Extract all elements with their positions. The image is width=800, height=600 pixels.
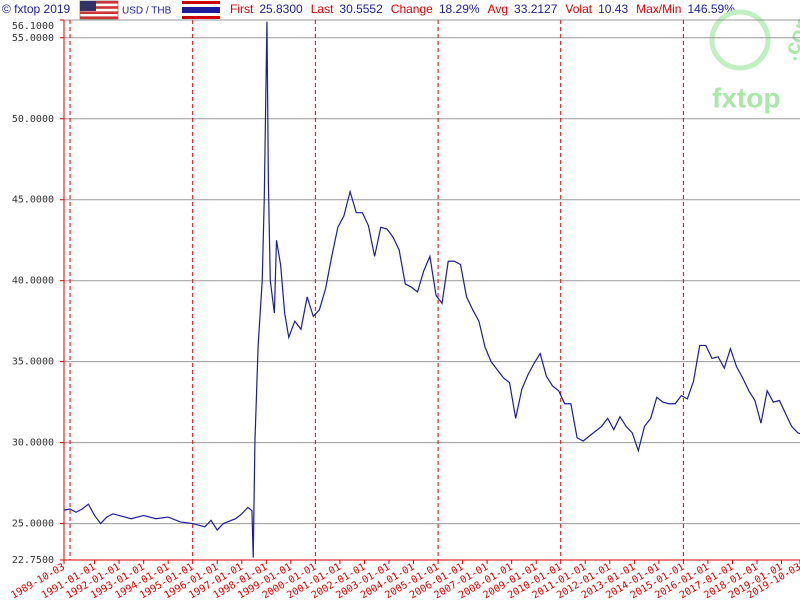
stat-value: 10.43 (598, 2, 628, 16)
y-tick-label: 50.0000 (12, 114, 54, 125)
y-tick-label: 22.7500 (12, 555, 54, 566)
usd-flag (79, 0, 119, 20)
stat-label: First (230, 2, 254, 16)
stat-label: Volat (565, 2, 592, 16)
y-tick-label: 55.0000 (12, 33, 54, 44)
stat-value: 30.5552 (339, 2, 383, 16)
y-tick-label: 35.0000 (12, 357, 54, 368)
y-tick-label: 45.0000 (12, 195, 54, 206)
source: © fxtop 2019 (2, 2, 71, 16)
y-tick-label: 56.1000 (12, 21, 54, 32)
y-tick-label: 30.0000 (12, 438, 54, 449)
stat-label: Last (311, 2, 334, 16)
y-tick-label: 40.0000 (12, 276, 54, 287)
stat-value: 146.59% (687, 2, 735, 16)
price-line (63, 21, 800, 558)
y-tick-label: 25.0000 (12, 519, 54, 530)
stat-label: Max/Min (636, 2, 681, 16)
thb-flag (182, 1, 220, 19)
stat-label: Avg (488, 2, 508, 16)
logo-suffix: .com (777, 7, 800, 64)
stat-value: 33.2127 (514, 2, 558, 16)
stat-label: Change (391, 2, 433, 16)
pair: USD / THB (122, 6, 172, 17)
logo-text: fxtop (712, 82, 780, 113)
logo: fxtop .com (709, 7, 800, 113)
stat-value: 25.8300 (259, 2, 303, 16)
stat-value: 18.29% (439, 2, 480, 16)
